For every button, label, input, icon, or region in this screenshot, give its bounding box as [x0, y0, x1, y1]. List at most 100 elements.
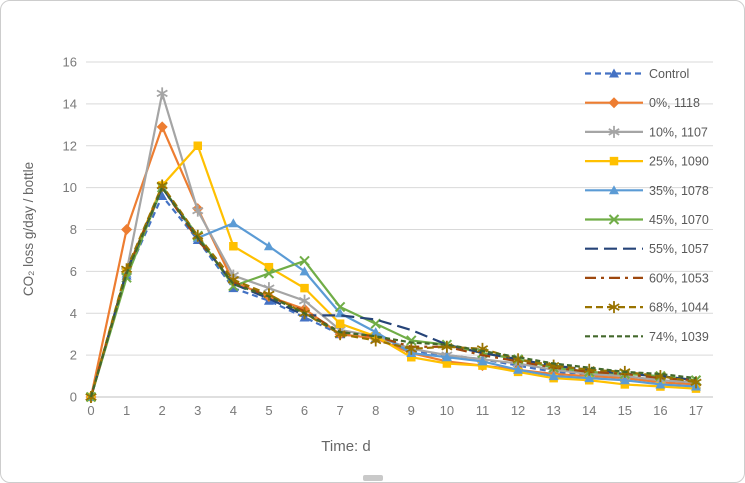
x-tick-label: 2 [159, 403, 166, 418]
asterisk-marker-icon [192, 204, 204, 217]
y-tick-label: 6 [70, 264, 77, 279]
x-tick-label: 0 [87, 403, 94, 418]
asterisk-marker-icon [263, 288, 275, 301]
series-line [89, 143, 697, 398]
square-marker-icon [478, 361, 487, 370]
triangle-marker-icon [370, 327, 381, 337]
series-line [89, 123, 697, 398]
asterisk-marker-icon [405, 342, 417, 355]
x-tick-label: 14 [582, 403, 596, 418]
asterisk-marker-icon [156, 87, 168, 100]
series-line [89, 185, 697, 398]
legend-item-74-1039[interactable]: 74%, 1039 [585, 330, 709, 344]
legend-item-25-1090[interactable]: 25%, 1090 [585, 155, 709, 169]
triangle-marker-icon [441, 352, 452, 362]
legend-item-10-1107[interactable]: 10%, 1107 [585, 125, 708, 139]
square-marker-icon [407, 352, 416, 362]
triangle-marker-icon [609, 68, 619, 78]
x-tick-label: 13 [546, 403, 560, 418]
asterisk-marker-icon [476, 342, 489, 355]
y-tick-label: 4 [70, 306, 77, 321]
series-line [89, 183, 697, 398]
x-tick-label: 12 [511, 403, 525, 418]
series-68-1044 [85, 179, 702, 403]
legend-item-35-1078[interactable]: 35%, 1078 [585, 184, 709, 198]
square-marker-icon [609, 156, 619, 166]
plot-area [85, 87, 702, 403]
x-tick-label: 9 [408, 403, 415, 418]
legend-item-control[interactable]: Control [585, 67, 689, 81]
square-marker-icon [335, 319, 345, 328]
series-line [89, 193, 697, 398]
y-axis-title: CO₂ loss g/day / bottle [21, 162, 36, 296]
triangle-marker-icon [584, 373, 595, 383]
square-marker-icon [300, 283, 309, 293]
square-marker-icon [229, 242, 238, 251]
legend-label: 10%, 1107 [649, 125, 708, 139]
x-marker-icon [299, 255, 310, 267]
y-tick-label: 0 [70, 390, 77, 405]
y-tick-label: 12 [63, 138, 77, 153]
series-45-1070 [85, 182, 702, 403]
asterisk-marker-icon [298, 294, 311, 307]
x-tick-label: 7 [336, 403, 343, 418]
series-line [89, 93, 697, 398]
square-marker-icon [442, 359, 452, 368]
x-marker-icon [608, 214, 620, 225]
legend-label: 68%, 1044 [649, 301, 709, 315]
triangle-marker-icon [548, 371, 559, 381]
series-35-1078 [86, 182, 701, 401]
x-tick-label: 10 [440, 403, 454, 418]
legend-label: 0%, 1118 [649, 96, 700, 110]
legend-label: 35%, 1078 [649, 184, 709, 198]
x-marker-icon [263, 268, 275, 279]
x-tick-label: 15 [618, 403, 632, 418]
asterisk-marker-icon [192, 229, 204, 242]
triangle-marker-icon [609, 185, 619, 195]
legend-label: 45%, 1070 [649, 213, 709, 227]
y-tick-label: 16 [63, 55, 77, 70]
series-0-1118 [85, 121, 702, 403]
x-tick-label: 6 [301, 403, 308, 418]
x-tick-label: 17 [689, 403, 703, 418]
triangle-marker-icon [513, 364, 524, 374]
asterisk-marker-icon [547, 359, 560, 372]
diamond-marker-icon [121, 224, 133, 235]
x-tick-label: 11 [476, 403, 490, 418]
asterisk-marker-icon [370, 334, 382, 347]
x-tick-label: 1 [123, 403, 130, 418]
asterisk-marker-icon [608, 301, 620, 314]
legend-item-45-1070[interactable]: 45%, 1070 [585, 213, 709, 227]
asterisk-marker-icon [227, 273, 239, 286]
asterisk-marker-icon [334, 328, 346, 341]
asterisk-marker-icon [690, 376, 702, 389]
legend-label: 60%, 1053 [649, 271, 709, 285]
legend-item-55-1057[interactable]: 55%, 1057 [585, 242, 709, 256]
x-tick-label: 8 [372, 403, 379, 418]
triangle-marker-icon [619, 375, 630, 385]
x-marker-icon [334, 301, 346, 313]
triangle-marker-icon [263, 241, 274, 251]
x-axis-title: Time: d [321, 438, 370, 455]
legend-item-60-1053[interactable]: 60%, 1053 [585, 271, 709, 285]
legend-item-0-1118[interactable]: 0%, 1118 [585, 96, 700, 110]
x-tick-label: 4 [230, 403, 237, 418]
triangle-marker-icon [655, 379, 666, 389]
triangle-marker-icon [477, 356, 488, 366]
chart-legend: Control 0%, 1118 10%, 1107 25%, 1090 35%, 10… [585, 67, 709, 344]
square-marker-icon [264, 262, 274, 272]
legend-item-68-1044[interactable]: 68%, 1044 [585, 301, 709, 315]
triangle-marker-icon [157, 191, 168, 200]
x-marker-icon [370, 318, 381, 329]
legend-label: Control [649, 67, 689, 81]
legend-label: 74%, 1039 [649, 330, 709, 344]
triangle-marker-icon [299, 266, 310, 276]
scrollbar-thumb[interactable] [363, 475, 383, 481]
y-tick-label: 2 [70, 348, 77, 363]
series-74-1039 [89, 185, 697, 398]
y-tick-label: 14 [63, 96, 77, 111]
x-tick-label: 5 [265, 403, 272, 418]
